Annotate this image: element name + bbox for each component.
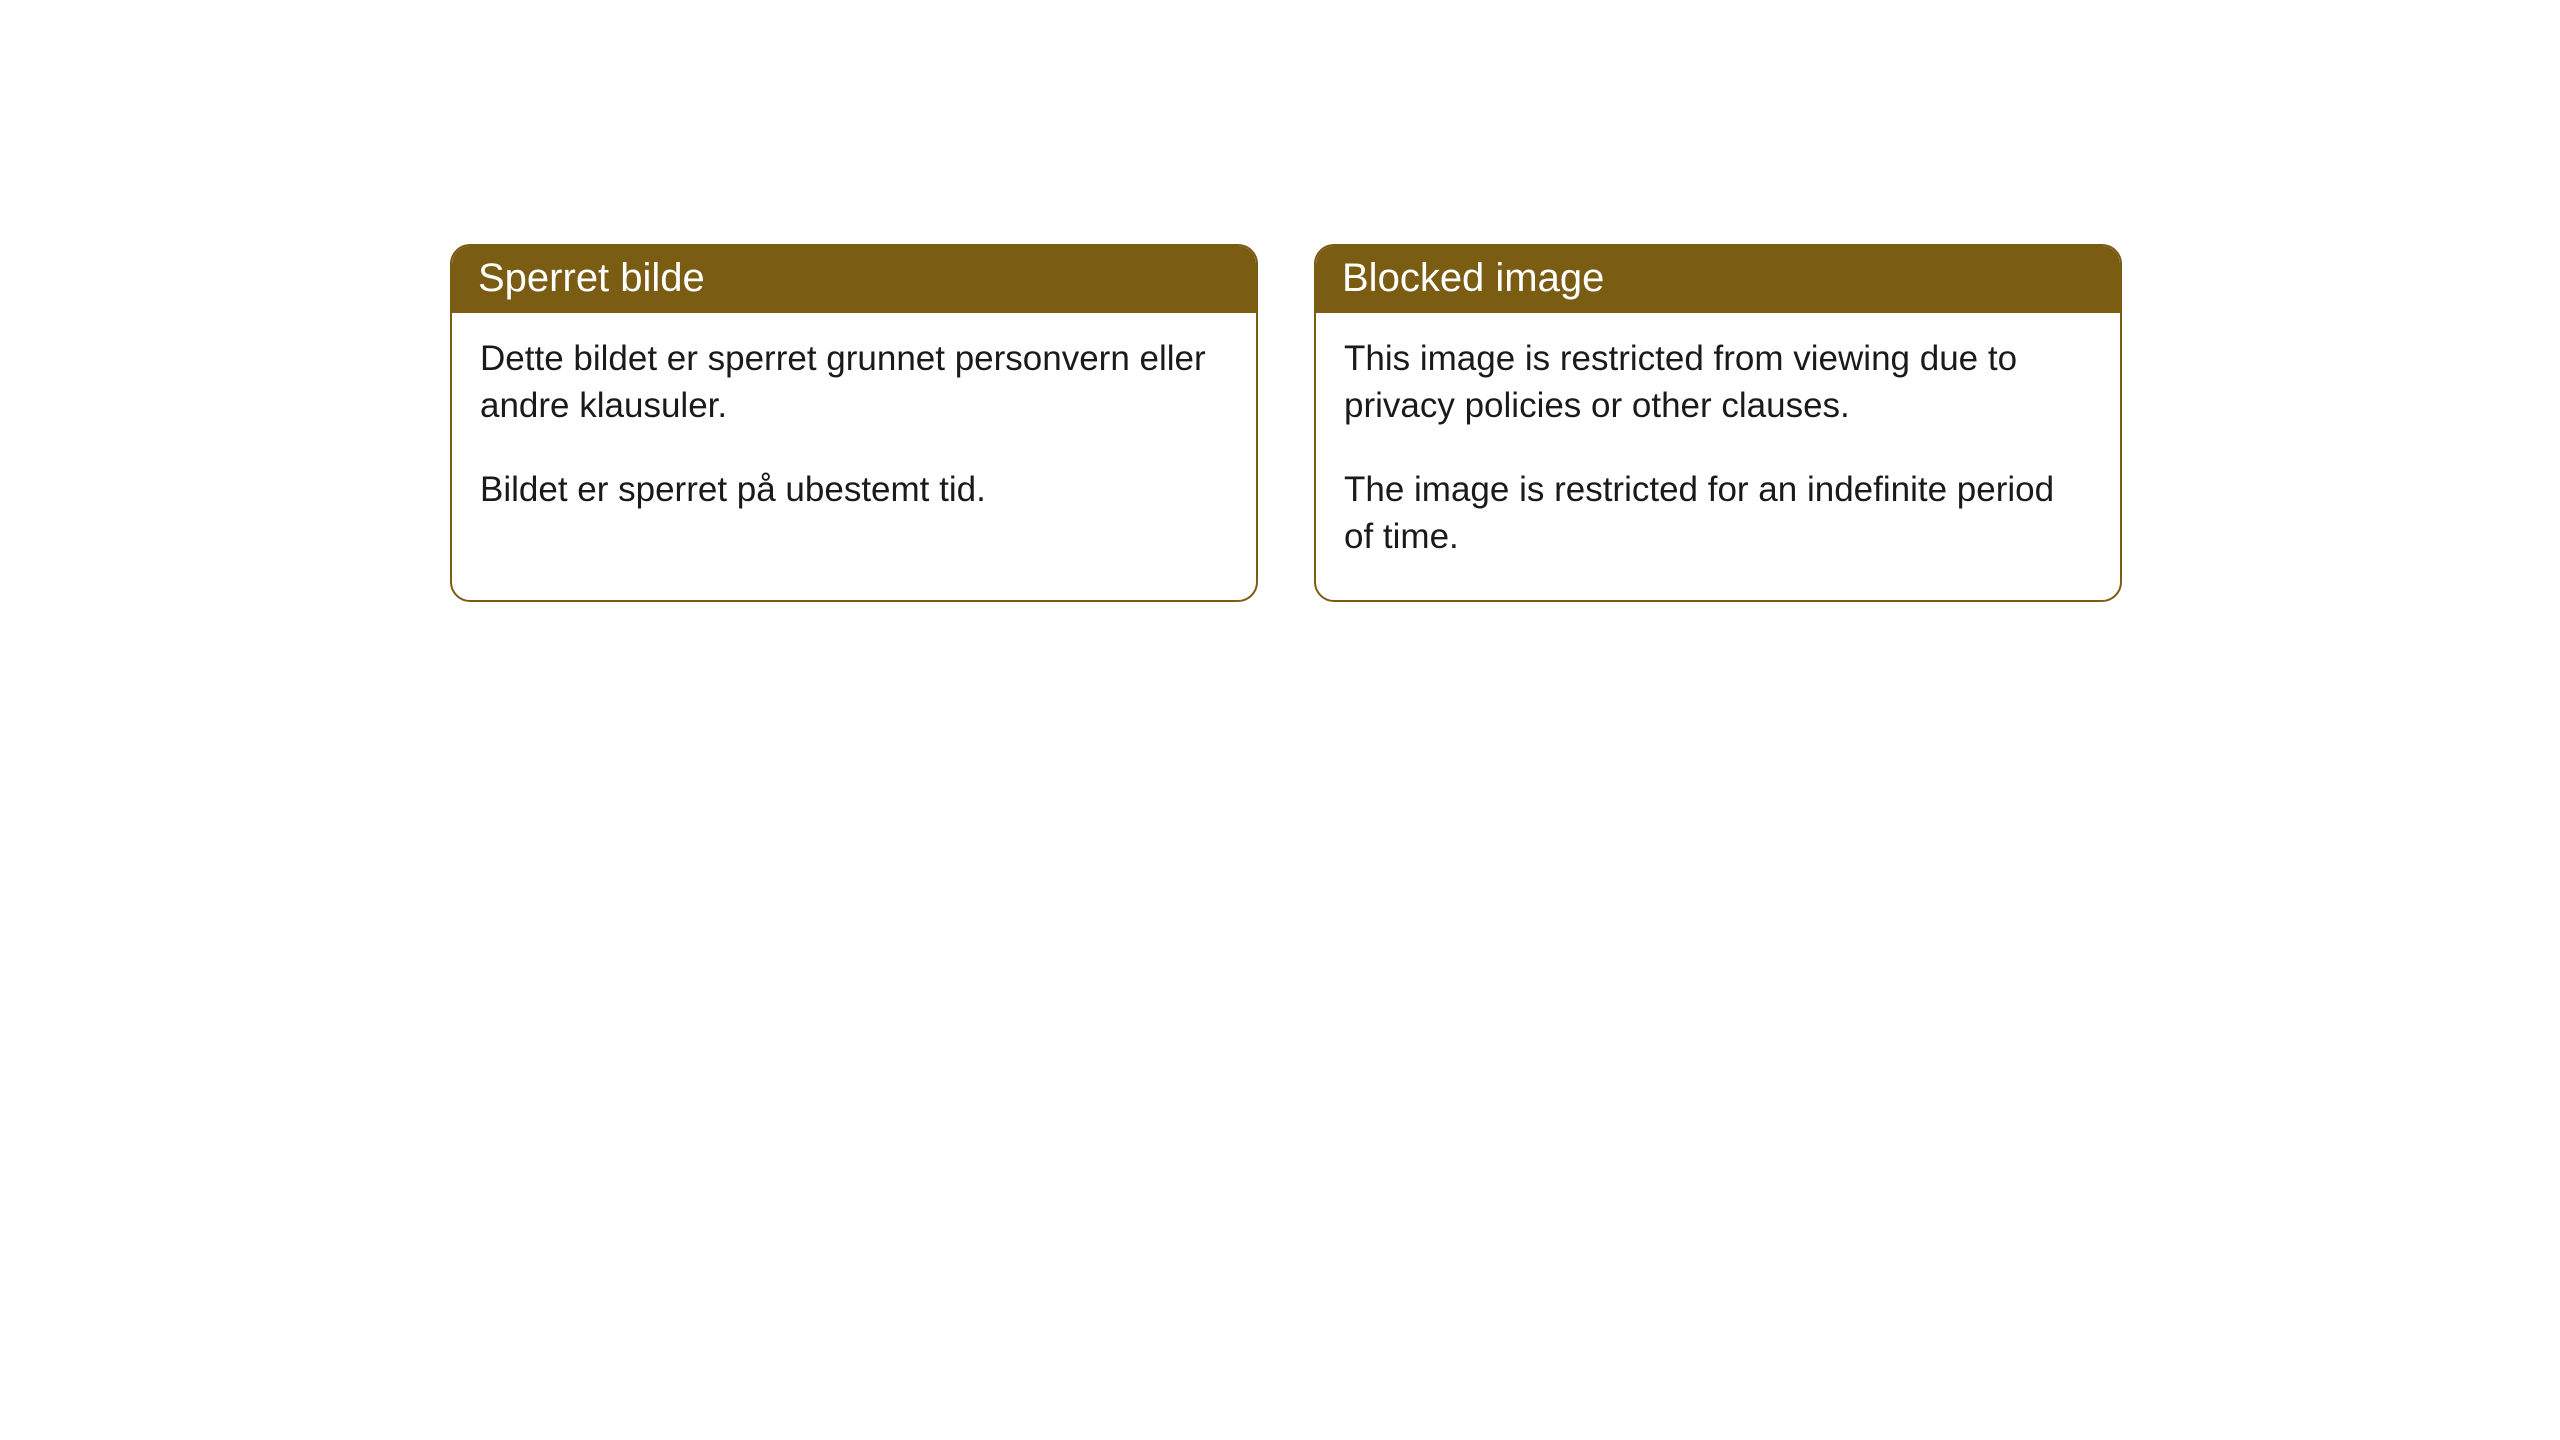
- card-body-no: Dette bildet er sperret grunnet personve…: [452, 313, 1256, 553]
- card-paragraph: Bildet er sperret på ubestemt tid.: [480, 466, 1228, 513]
- card-paragraph: The image is restricted for an indefinit…: [1344, 466, 2092, 561]
- card-paragraph: This image is restricted from viewing du…: [1344, 335, 2092, 430]
- blocked-image-card-no: Sperret bilde Dette bildet er sperret gr…: [450, 244, 1258, 602]
- card-paragraph: Dette bildet er sperret grunnet personve…: [480, 335, 1228, 430]
- card-header-no: Sperret bilde: [452, 246, 1256, 313]
- card-header-en: Blocked image: [1316, 246, 2120, 313]
- card-body-en: This image is restricted from viewing du…: [1316, 313, 2120, 600]
- blocked-image-card-en: Blocked image This image is restricted f…: [1314, 244, 2122, 602]
- notice-container: Sperret bilde Dette bildet er sperret gr…: [0, 0, 2560, 602]
